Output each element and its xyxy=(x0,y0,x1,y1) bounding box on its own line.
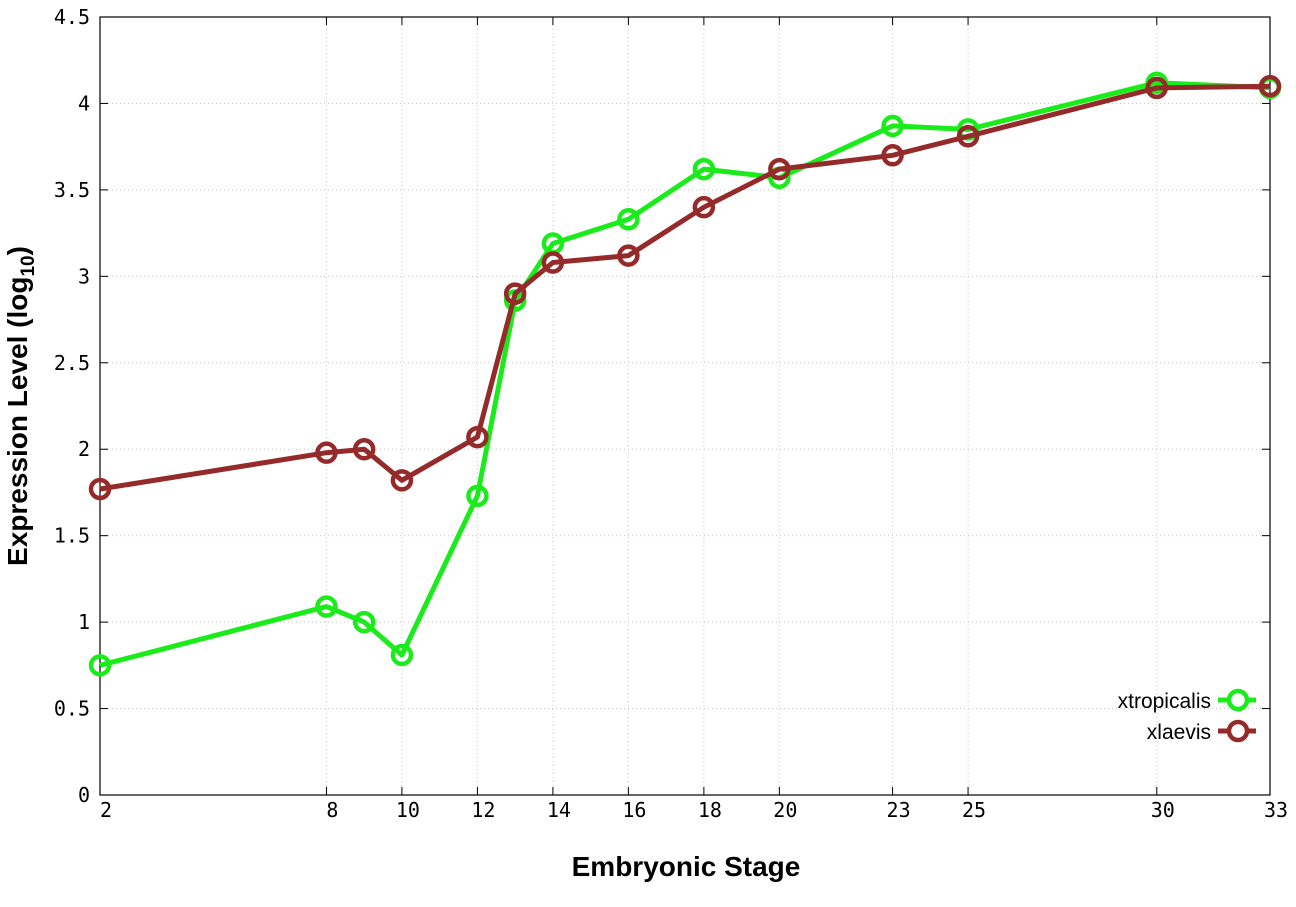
y-axis-title: Expression Level (log10) xyxy=(2,246,39,566)
x-tick-label: 30 xyxy=(1151,798,1175,822)
data-point xyxy=(88,477,112,501)
y-axis-title-subscript: 10 xyxy=(18,255,39,276)
data-point xyxy=(541,251,565,274)
data-point xyxy=(88,654,112,677)
x-tick-label: 2 xyxy=(100,798,112,822)
series-line xyxy=(99,83,1271,492)
y-tick-label: 2.5 xyxy=(54,351,90,375)
y-tick-label: 4.5 xyxy=(54,5,90,29)
data-point xyxy=(315,441,338,464)
x-tick-label: 14 xyxy=(547,798,571,822)
series-xlaevis xyxy=(88,74,1282,501)
x-tick-label: 25 xyxy=(962,798,986,822)
grid-lines xyxy=(99,16,1271,796)
x-tick-label: 8 xyxy=(326,798,338,822)
legend-marker xyxy=(1226,688,1250,712)
series-line xyxy=(99,80,1271,668)
y-axis-title-main: Expression Level (log xyxy=(2,277,33,566)
data-point xyxy=(352,610,376,634)
data-point xyxy=(390,469,414,492)
y-tick-label: 4 xyxy=(78,91,90,115)
data-point xyxy=(1145,76,1169,100)
data-point xyxy=(881,114,904,138)
x-tick-label: 33 xyxy=(1264,798,1288,822)
data-point xyxy=(466,425,489,449)
y-tick-label: 1 xyxy=(78,610,90,634)
data-point xyxy=(466,484,489,508)
legend-label: xlaevis xyxy=(1147,721,1211,744)
y-tick-label: 2 xyxy=(78,437,90,461)
data-series xyxy=(88,71,1282,677)
data-point xyxy=(692,157,716,181)
data-point xyxy=(315,595,338,618)
data-point xyxy=(503,282,527,305)
data-point xyxy=(956,125,980,148)
legend-marker xyxy=(1226,719,1250,743)
x-axis-title: Embryonic Stage xyxy=(572,851,801,882)
data-point xyxy=(881,144,904,167)
y-axis-title-close: ) xyxy=(2,246,33,255)
x-tick-label: 18 xyxy=(698,798,722,822)
x-tick-label: 23 xyxy=(887,798,911,822)
y-tick-label: 3.5 xyxy=(54,178,90,202)
data-point xyxy=(352,437,376,461)
series-xtropicalis xyxy=(88,71,1282,677)
legend-label: xtropicalis xyxy=(1118,690,1211,713)
data-point xyxy=(617,244,640,267)
x-tick-label: 12 xyxy=(471,798,495,822)
data-point xyxy=(692,195,716,219)
y-tick-label: 3 xyxy=(78,264,90,288)
data-point xyxy=(768,157,791,181)
x-tick-label: 20 xyxy=(773,798,797,822)
data-point xyxy=(1258,74,1282,98)
x-tick-label: 10 xyxy=(396,798,420,822)
y-tick-label: 0.5 xyxy=(54,697,90,721)
plot-area-frame xyxy=(99,16,1271,796)
legend: xtropicalis xlaevis xyxy=(1118,688,1256,744)
data-point xyxy=(617,208,640,231)
x-tick-label: 16 xyxy=(622,798,646,822)
y-tick-label: 1.5 xyxy=(54,524,90,548)
axis-ticks: 0 0.5 1 1.5 2 2.5 3 3.5 4 4.5 2 8 10 12 14 16 18 20 23 25 30… xyxy=(54,5,1288,822)
y-tick-label: 0 xyxy=(78,783,90,807)
data-point xyxy=(390,643,414,667)
